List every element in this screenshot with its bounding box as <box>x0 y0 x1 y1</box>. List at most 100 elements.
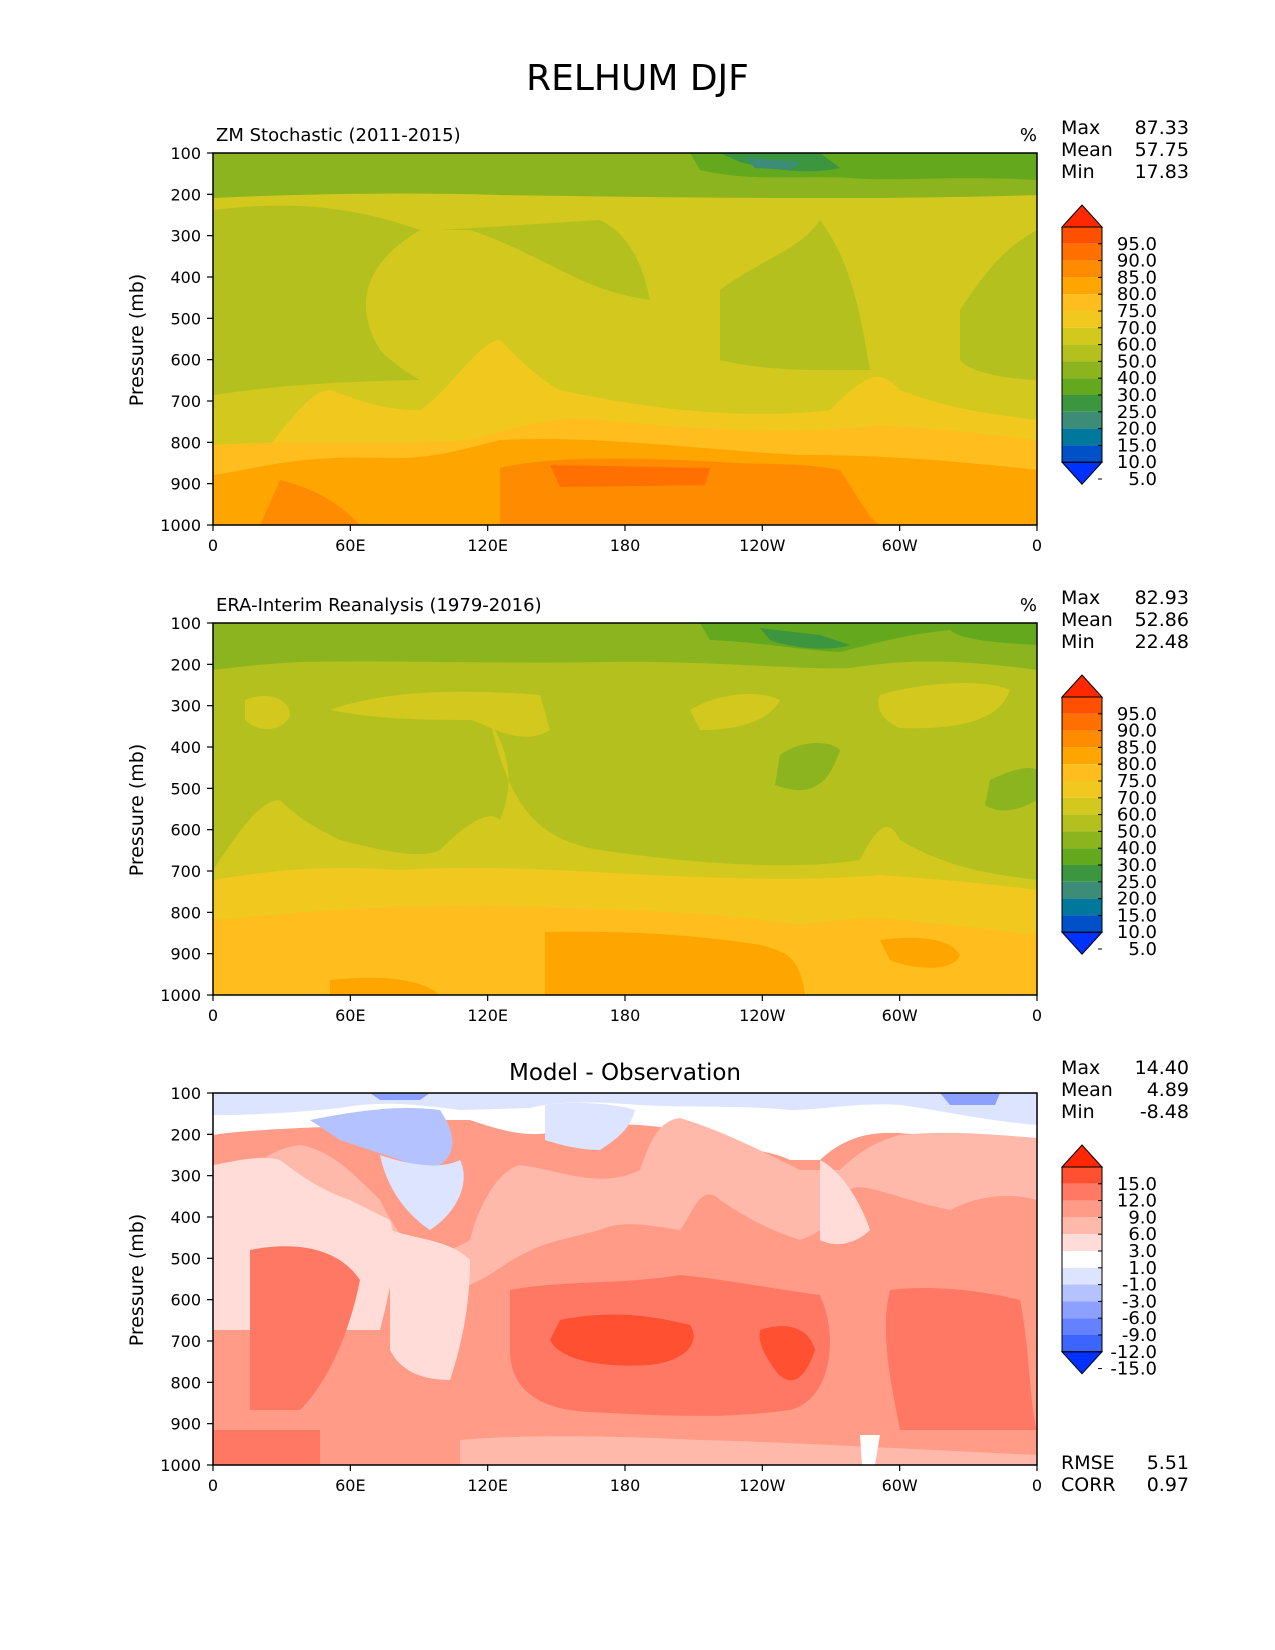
y-tick-label: 600 <box>170 1291 201 1310</box>
field-left-max <box>330 977 440 995</box>
colorbar-label: 30.0 <box>1117 385 1157 406</box>
y-tick-label: 200 <box>170 655 201 674</box>
y-tick-label: 300 <box>170 697 201 716</box>
colorbar-label: 60.0 <box>1117 805 1157 826</box>
field-dry-2 <box>985 768 1037 811</box>
panel-3-x-axis: 0 60E 120E 180 120W 60W 0 <box>208 1465 1042 1495</box>
colorbar-segment <box>1062 697 1102 714</box>
colorbar-extend-bottom <box>1060 1351 1104 1375</box>
panel-3-stats: Max 14.40 Mean 4.89 Min -8.48 <box>1061 1057 1189 1123</box>
colorbar-segment <box>1062 311 1102 328</box>
panel-2-stats: Max 82.93 Mean 52.86 Min 22.48 <box>1061 587 1189 653</box>
field-cloud-1 <box>245 695 290 730</box>
colorbar-label: 15.0 <box>1117 905 1157 926</box>
x-tick-label: 120E <box>467 536 508 555</box>
colorbar-segment <box>1062 1251 1102 1268</box>
y-tick-label: 100 <box>170 1084 201 1103</box>
colorbar-segment <box>1062 227 1102 244</box>
colorbar-label: 30.0 <box>1117 855 1157 876</box>
colorbar-segment <box>1062 411 1102 429</box>
y-tick-label: 800 <box>170 1373 201 1392</box>
colorbar-label: 1.0 <box>1128 1258 1157 1279</box>
y-tick-label: 400 <box>170 268 201 287</box>
x-tick-label: 60W <box>882 1476 918 1495</box>
field-cloud-4 <box>878 683 1010 729</box>
colorbar-label: 20.0 <box>1117 889 1157 910</box>
stat-label: RMSE <box>1061 1452 1115 1474</box>
panel-1-y-axis: 100 200 300 400 500 600 700 800 900 1000 <box>160 144 213 535</box>
colorbar-segment <box>1062 344 1102 362</box>
colorbar-segment <box>1062 1301 1102 1319</box>
field-light-east <box>820 1160 870 1245</box>
panel-2-title: ERA-Interim Reanalysis (1979-2016) <box>216 595 542 616</box>
stat-value: 4.89 <box>1146 1079 1189 1101</box>
panel-2-units: % <box>1020 595 1037 616</box>
stat-label: Mean <box>1061 609 1113 631</box>
panel-2: 100 200 300 400 500 600 700 800 900 1000 0 60E 120E… <box>0 580 1275 1025</box>
stat-label: Min <box>1061 161 1095 183</box>
stat-label: Max <box>1061 587 1101 609</box>
x-tick-label: 60E <box>335 1476 365 1495</box>
colorbar-label: 70.0 <box>1117 318 1157 339</box>
x-tick-label: 0 <box>1032 1476 1042 1495</box>
field-top-band <box>213 153 1037 180</box>
panel-3-y-axis: 100 200 300 400 500 600 700 800 900 1000 <box>160 1084 213 1475</box>
field-max-region <box>545 931 805 995</box>
stat-value: -8.48 <box>1139 1101 1189 1123</box>
field-mid-dry <box>440 220 650 300</box>
colorbar-label: 75.0 <box>1117 771 1157 792</box>
colorbar-label: 6.0 <box>1128 1224 1157 1245</box>
colorbar-label: 5.0 <box>1128 469 1157 490</box>
y-tick-label: 800 <box>170 903 201 922</box>
colorbar-segment <box>1062 730 1102 748</box>
panel-2-x-axis: 0 60E 120E 180 120W 60W 0 <box>208 995 1042 1025</box>
x-tick-label: 120W <box>739 1006 786 1025</box>
x-tick-label: 120E <box>467 1006 508 1025</box>
colorbar-label: -1.0 <box>1122 1275 1157 1296</box>
panel-2-y-axis: 100 200 300 400 500 600 700 800 900 1000 <box>160 614 213 1005</box>
colorbar-label: 70.0 <box>1117 788 1157 809</box>
colorbar-label: 90.0 <box>1117 721 1157 742</box>
field-surface-band <box>460 1436 1037 1465</box>
field-surface-left <box>213 1430 320 1465</box>
panel-2-ylabel: Pressure (mb) <box>126 744 148 877</box>
x-tick-label: 120E <box>467 1476 508 1495</box>
field-surface-white <box>860 1435 880 1465</box>
panel-1-svg: 100 200 300 400 500 600 700 800 900 1000 0 60E 120E… <box>126 125 1157 555</box>
x-tick-label: 0 <box>1032 536 1042 555</box>
field-neg-peak-1 <box>370 1093 430 1100</box>
colorbar-extend-bottom <box>1060 931 1104 955</box>
field-pos-core-2 <box>759 1326 815 1381</box>
colorbar-segment <box>1062 1183 1102 1201</box>
panel-2-svg: 100 200 300 400 500 600 700 800 900 1000 0 60E 120E… <box>126 595 1157 1025</box>
colorbar-label: 5.0 <box>1128 939 1157 960</box>
stat-label: Mean <box>1061 139 1113 161</box>
x-tick-label: 60E <box>335 1006 365 1025</box>
y-tick-label: 600 <box>170 351 201 370</box>
colorbar-label: 60.0 <box>1117 335 1157 356</box>
colorbar-label: -3.0 <box>1122 1291 1157 1312</box>
colorbar-label: 80.0 <box>1117 284 1157 305</box>
field-neg-mid-2 <box>545 1102 635 1150</box>
stat-value: 22.48 <box>1134 631 1189 653</box>
y-tick-label: 500 <box>170 1249 201 1268</box>
colorbar-segment <box>1062 1335 1102 1352</box>
field-neg-top <box>213 1093 1037 1125</box>
y-tick-label: 900 <box>170 1415 201 1434</box>
field-top-core <box>745 158 800 170</box>
y-tick-label: 200 <box>170 185 201 204</box>
field-pos-high-3 <box>885 1288 1037 1430</box>
panel-1-x-axis: 0 60E 120E 180 120W 60W 0 <box>208 525 1042 555</box>
field-pos-high-1 <box>250 1246 360 1410</box>
stat-value: 82.93 <box>1134 587 1189 609</box>
colorbar-label: 3.0 <box>1128 1241 1157 1262</box>
colorbar-segment <box>1062 881 1102 899</box>
stat-label: Mean <box>1061 1079 1113 1101</box>
colorbar-label: 12.0 <box>1117 1191 1157 1212</box>
colorbar-segment <box>1062 1200 1102 1218</box>
field-max-core <box>550 465 710 487</box>
field-cloud-2 <box>330 691 550 737</box>
field-neg-mid-1 <box>380 1155 464 1230</box>
colorbar-extend-bottom <box>1060 461 1104 485</box>
colorbar-segment <box>1062 764 1102 781</box>
